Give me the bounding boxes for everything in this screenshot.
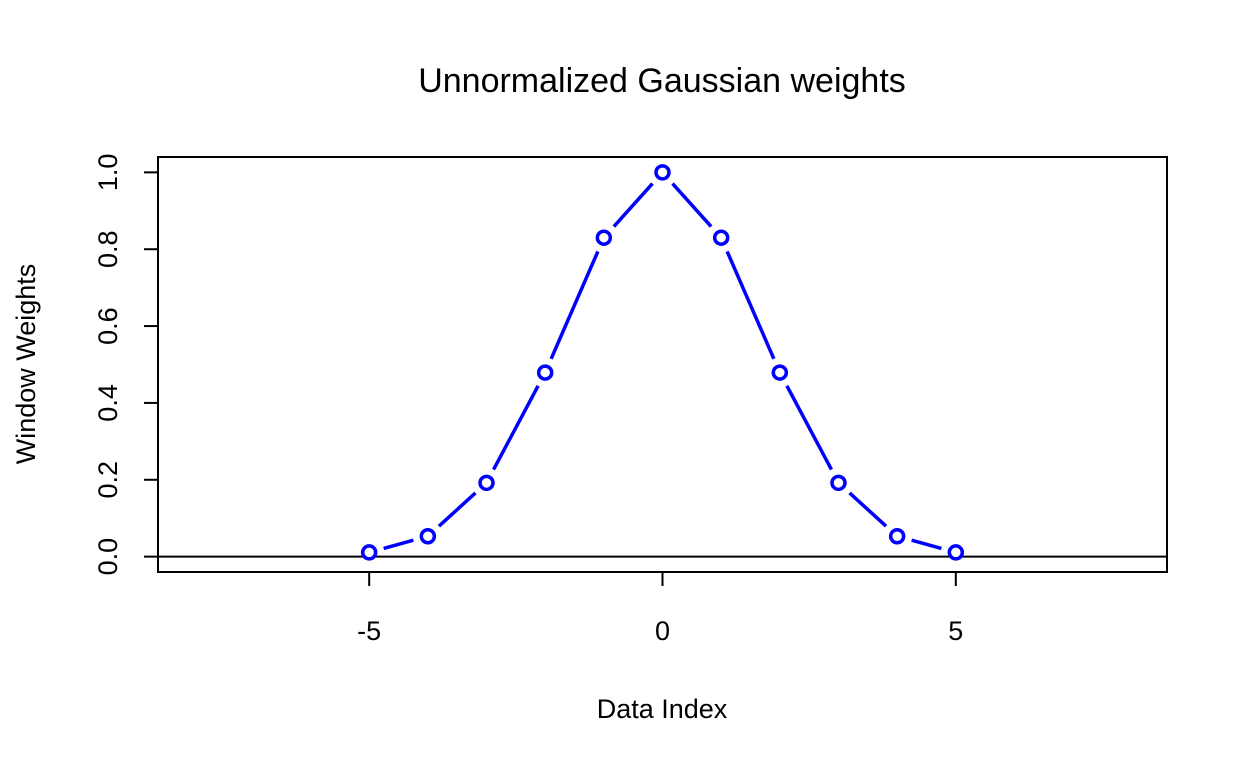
data-point xyxy=(771,364,789,381)
y-axis-label: Window Weights xyxy=(11,264,41,465)
y-tick-label: 1.0 xyxy=(93,154,123,192)
series-line-segment xyxy=(492,384,540,471)
y-tick-label: 0.4 xyxy=(93,384,123,422)
series-line-segment xyxy=(848,491,888,528)
plot-area-frame xyxy=(157,156,1168,573)
y-tick-label: 0.6 xyxy=(93,307,123,345)
series-line-segment xyxy=(612,182,654,228)
data-point xyxy=(830,474,847,492)
series-line-segment xyxy=(549,250,600,360)
x-tick-label: 5 xyxy=(948,616,963,646)
series-line-segment xyxy=(725,250,776,360)
data-point xyxy=(888,528,906,545)
series-line-segment xyxy=(437,491,477,528)
series-line-segment xyxy=(785,384,833,471)
x-tick-label: -5 xyxy=(357,616,381,646)
data-point xyxy=(419,528,437,545)
data-point xyxy=(360,544,378,561)
data-point xyxy=(536,364,554,381)
series-layer xyxy=(360,164,965,561)
y-tick-label: 0.0 xyxy=(93,538,123,576)
series-line-segment xyxy=(383,538,414,551)
data-point xyxy=(947,544,965,561)
y-tick-label: 0.2 xyxy=(93,461,123,499)
chart-title: Unnormalized Gaussian weights xyxy=(418,62,906,100)
series-line-segment xyxy=(671,182,713,228)
x-tick-label: 0 xyxy=(655,616,670,646)
axes: -5 0 5 0.0 0.2 0.4 0.6 0.8 1.0 xyxy=(93,154,1167,646)
y-tick-label: 0.8 xyxy=(93,230,123,268)
data-point xyxy=(712,229,730,246)
data-point xyxy=(478,474,495,492)
series-line-segment xyxy=(911,538,942,551)
x-axis-label: Data Index xyxy=(597,694,728,724)
data-point xyxy=(654,164,671,181)
data-point xyxy=(595,229,613,246)
